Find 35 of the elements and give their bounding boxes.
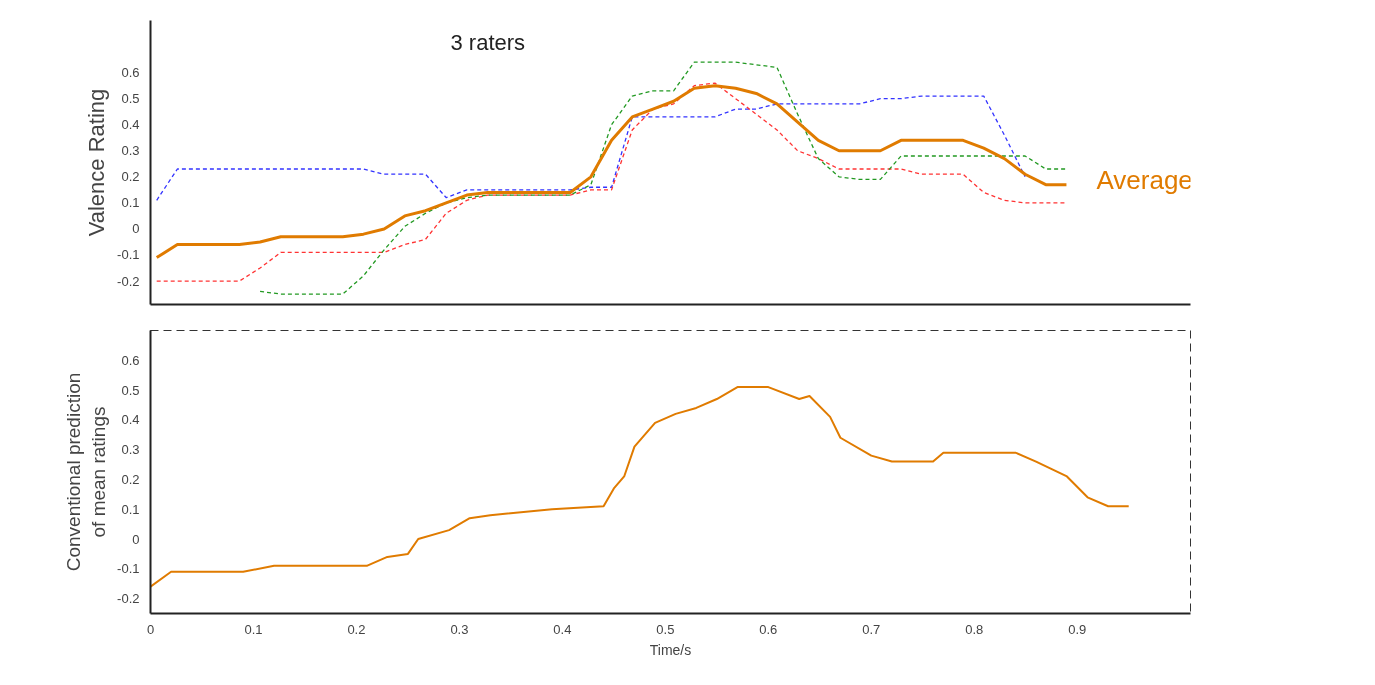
x-tick-label: 0.4 (553, 621, 572, 637)
x-tick-label: 0.5 (656, 621, 675, 637)
x-tick-label: 0.1 (244, 621, 263, 637)
y-tick-label: -0.1 (117, 561, 140, 577)
x-tick-label: 0.2 (347, 621, 366, 637)
y-tick-label: 0.6 (121, 65, 140, 81)
y-tick-label: 0.2 (121, 169, 140, 185)
y-tick-label: 0.3 (121, 143, 140, 159)
line-series (150, 386, 1130, 588)
y-tick-label: 0.4 (121, 412, 140, 428)
x-tick-label: 0.6 (759, 621, 778, 637)
y-tick-label: 0.1 (121, 195, 140, 211)
y-tick-label: 0.5 (121, 91, 140, 107)
y-tick-label: 0.4 (121, 117, 140, 133)
y-axis-title: Conventional prediction of mean ratings (62, 372, 110, 572)
line-series (156, 95, 1026, 201)
x-tick-label: 0.7 (862, 621, 881, 637)
y-tick-label: 0 (132, 531, 140, 547)
y-axis-title: Valence Rating (84, 88, 110, 237)
y-tick-label: -0.1 (117, 247, 140, 263)
y-tick-label: -0.2 (117, 273, 140, 289)
x-axis-title: Time/s (649, 641, 692, 658)
y-tick-label: 0.1 (121, 501, 140, 517)
y-tick-label: 0.5 (121, 382, 140, 398)
y-tick-label: 0.3 (121, 442, 140, 458)
x-tick-label: 0.9 (1068, 621, 1087, 637)
y-tick-label: 0.6 (121, 352, 140, 368)
line-series (259, 61, 1068, 295)
y-tick-label: 0.2 (121, 471, 140, 487)
x-tick-label: 0 (146, 621, 155, 637)
x-tick-label: 0.3 (450, 621, 469, 637)
x-tick-label: 0.8 (965, 621, 984, 637)
y-tick-label: -0.2 (117, 591, 140, 607)
annotation: 3 raters (450, 29, 526, 55)
y-tick-label: 0 (132, 221, 140, 237)
